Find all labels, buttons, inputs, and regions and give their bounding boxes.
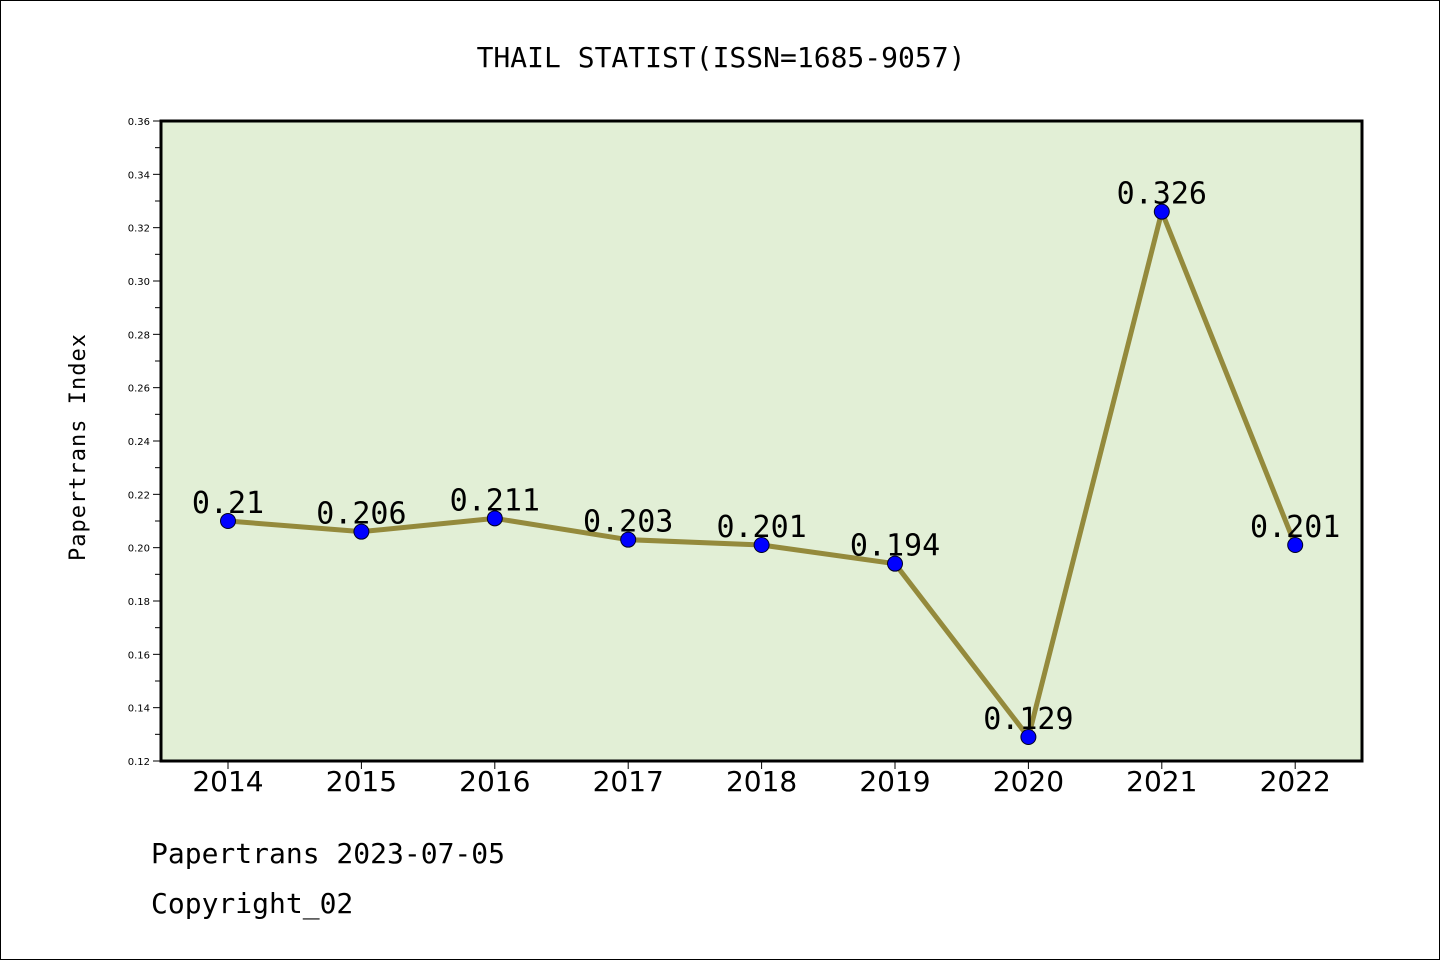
data-point-marker bbox=[353, 523, 370, 540]
y-tick-label: 0.16 bbox=[128, 650, 150, 661]
data-label: 0.21 bbox=[192, 486, 264, 521]
data-label: 0.194 bbox=[850, 529, 940, 564]
x-tick-label: 2016 bbox=[459, 765, 530, 798]
footer-copyright: Copyright_02 bbox=[151, 887, 354, 920]
y-tick-label: 0.14 bbox=[128, 704, 150, 715]
chart-title: THAIL STATIST(ISSN=1685-9057) bbox=[477, 41, 966, 74]
data-label: 0.206 bbox=[316, 497, 406, 532]
y-tick-label: 0.32 bbox=[128, 224, 150, 235]
x-tick-label: 2020 bbox=[993, 765, 1064, 798]
data-points bbox=[220, 203, 1304, 745]
y-tick-label: 0.20 bbox=[128, 544, 150, 555]
x-tick-label: 2014 bbox=[192, 765, 263, 798]
data-label: 0.129 bbox=[983, 702, 1073, 737]
data-point-marker bbox=[887, 555, 903, 572]
x-tick-label: 2017 bbox=[593, 765, 664, 798]
y-tick-label: 0.28 bbox=[128, 330, 150, 341]
data-point-marker bbox=[220, 513, 236, 529]
x-tick-label: 2019 bbox=[859, 765, 930, 798]
y-tick-label: 0.26 bbox=[128, 384, 150, 395]
data-point-marker bbox=[486, 510, 503, 527]
y-axis-ticks: 0.12 0.14 0.16 0.18 0.20 0.22 0.24 0.26 0.28 0.30… bbox=[128, 117, 161, 768]
data-label: 0.326 bbox=[1117, 177, 1207, 212]
y-tick-label: 0.24 bbox=[128, 437, 150, 448]
x-axis-ticks: 2014 2015 2016 2017 2018 2019 2020 2021 2022 bbox=[192, 761, 1331, 798]
data-label: 0.201 bbox=[716, 510, 806, 545]
plot-area bbox=[159, 119, 1364, 763]
footer-date: Papertrans 2023-07-05 bbox=[151, 837, 506, 870]
data-label: 0.211 bbox=[450, 483, 540, 518]
y-tick-label: 0.30 bbox=[128, 277, 150, 288]
x-tick-label: 2022 bbox=[1260, 765, 1331, 798]
data-point-marker bbox=[1287, 537, 1304, 553]
y-tick-label: 0.36 bbox=[128, 117, 150, 128]
data-labels: 0.21 0.206 0.211 0.203 0.201 0.194 0.129 0.326 0… bbox=[192, 177, 1340, 737]
data-point-marker bbox=[753, 537, 770, 553]
data-point-marker bbox=[620, 531, 637, 548]
y-axis-label: Papertrans Index bbox=[66, 333, 91, 561]
data-point-marker bbox=[1020, 729, 1037, 745]
x-tick-label: 2021 bbox=[1126, 765, 1197, 798]
data-point-marker bbox=[1153, 203, 1170, 220]
x-tick-label: 2015 bbox=[326, 765, 397, 798]
y-tick-label: 0.34 bbox=[128, 170, 150, 181]
data-label: 0.201 bbox=[1250, 510, 1340, 545]
x-tick-label: 2018 bbox=[726, 765, 797, 798]
y-tick-label: 0.12 bbox=[128, 757, 150, 768]
y-tick-label: 0.22 bbox=[128, 490, 150, 501]
data-label: 0.203 bbox=[583, 505, 673, 540]
y-tick-label: 0.18 bbox=[128, 597, 150, 608]
